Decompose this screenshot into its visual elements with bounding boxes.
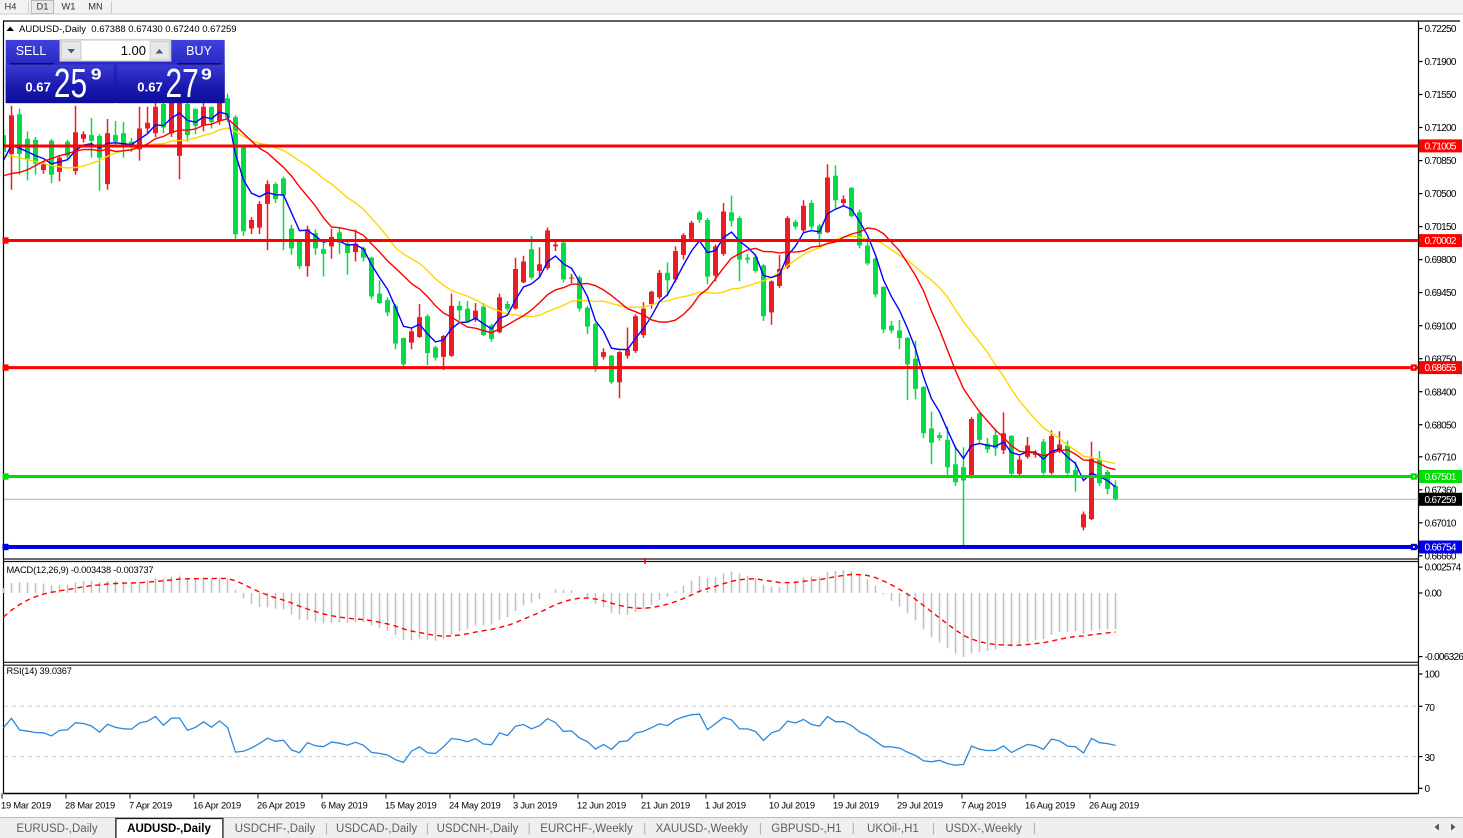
svg-text:RSI(14) 39.0367: RSI(14) 39.0367 (7, 666, 72, 676)
svg-text:W1: W1 (62, 2, 76, 12)
svg-text:26 Aug 2019: 26 Aug 2019 (1089, 801, 1139, 811)
svg-text:|: | (325, 823, 328, 835)
svg-text:0.68400: 0.68400 (1425, 387, 1457, 398)
svg-text:MACD(12,26,9) -0.003438 -0.003: MACD(12,26,9) -0.003438 -0.003737 (7, 565, 154, 575)
svg-text:0.67: 0.67 (137, 80, 163, 94)
svg-text:0.68750: 0.68750 (1425, 354, 1457, 365)
svg-text:MN: MN (88, 2, 102, 12)
svg-text:|: | (932, 823, 935, 835)
svg-text:0.71550: 0.71550 (1425, 90, 1457, 101)
svg-text:SELL: SELL (16, 44, 47, 58)
svg-text:0.71900: 0.71900 (1425, 57, 1457, 68)
svg-text:AUDUSD-,Daily: AUDUSD-,Daily (127, 823, 211, 835)
svg-text:|: | (759, 823, 762, 835)
svg-text:0.71005: 0.71005 (1425, 142, 1457, 153)
svg-text:30: 30 (1425, 753, 1436, 764)
svg-text:0.67360: 0.67360 (1425, 485, 1457, 496)
svg-text:9: 9 (201, 66, 212, 83)
svg-text:D1: D1 (37, 2, 49, 12)
svg-text:USDX-,Weekly: USDX-,Weekly (945, 823, 1022, 835)
svg-text:15 May 2019: 15 May 2019 (385, 801, 437, 811)
svg-text:GBPUSD-,H1: GBPUSD-,H1 (771, 823, 841, 835)
svg-text:10 Jul 2019: 10 Jul 2019 (769, 801, 815, 811)
svg-text:29 Jul 2019: 29 Jul 2019 (897, 801, 943, 811)
svg-text:0.67010: 0.67010 (1425, 518, 1457, 529)
svg-text:EURCHF-,Weekly: EURCHF-,Weekly (540, 823, 633, 835)
svg-text:26 Apr 2019: 26 Apr 2019 (257, 801, 305, 811)
svg-text:70: 70 (1425, 703, 1436, 714)
svg-text:28 Mar 2019: 28 Mar 2019 (65, 801, 115, 811)
svg-text:XAUUSD-,Weekly: XAUUSD-,Weekly (656, 823, 749, 835)
svg-text:25: 25 (54, 60, 87, 106)
svg-text:21 Jun 2019: 21 Jun 2019 (641, 801, 690, 811)
svg-text:0.66754: 0.66754 (1425, 543, 1457, 554)
svg-text:|: | (1033, 823, 1036, 835)
svg-text:16 Aug 2019: 16 Aug 2019 (1025, 801, 1075, 811)
svg-text:0.67259: 0.67259 (1425, 495, 1457, 506)
svg-text:AUDUSD-,Daily 0.67388 0.67430: AUDUSD-,Daily 0.67388 0.67430 0.67240 0.… (19, 24, 237, 35)
svg-text:0.70500: 0.70500 (1425, 189, 1457, 200)
svg-text:|: | (852, 823, 855, 835)
svg-text:19 Mar 2019: 19 Mar 2019 (1, 801, 51, 811)
svg-text:12 Jun 2019: 12 Jun 2019 (577, 801, 626, 811)
svg-text:|: | (528, 823, 531, 835)
svg-text:0.00: 0.00 (1425, 589, 1443, 600)
svg-text:7 Aug 2019: 7 Aug 2019 (961, 801, 1006, 811)
svg-text:0.67: 0.67 (25, 80, 51, 94)
svg-text:0.69450: 0.69450 (1425, 288, 1457, 299)
svg-text:0.70850: 0.70850 (1425, 156, 1457, 167)
svg-text:0: 0 (1425, 784, 1431, 795)
svg-text:0.70002: 0.70002 (1425, 236, 1457, 247)
svg-text:-0.006326: -0.006326 (1425, 652, 1463, 663)
svg-text:6 May 2019: 6 May 2019 (321, 801, 368, 811)
svg-text:H4: H4 (5, 2, 17, 12)
svg-text:0.69800: 0.69800 (1425, 255, 1457, 266)
svg-text:9: 9 (91, 66, 102, 83)
svg-text:0.66660: 0.66660 (1425, 551, 1457, 562)
svg-text:EURUSD-,Daily: EURUSD-,Daily (16, 823, 97, 835)
svg-text:24 May 2019: 24 May 2019 (449, 801, 501, 811)
svg-text:19 Jul 2019: 19 Jul 2019 (833, 801, 879, 811)
svg-text:|: | (426, 823, 429, 835)
svg-text:USDCNH-,Daily: USDCNH-,Daily (437, 823, 519, 835)
svg-text:|: | (643, 823, 646, 835)
svg-text:1 Jul 2019: 1 Jul 2019 (705, 801, 746, 811)
svg-text:USDCHF-,Daily: USDCHF-,Daily (235, 823, 316, 835)
svg-text:100: 100 (1425, 670, 1441, 681)
svg-text:27: 27 (166, 60, 199, 106)
svg-text:0.68050: 0.68050 (1425, 420, 1457, 431)
svg-text:0.69100: 0.69100 (1425, 321, 1457, 332)
svg-text:7 Apr 2019: 7 Apr 2019 (129, 801, 172, 811)
svg-text:16 Apr 2019: 16 Apr 2019 (193, 801, 241, 811)
svg-text:UKOil-,H1: UKOil-,H1 (867, 823, 919, 835)
svg-text:3 Jun 2019: 3 Jun 2019 (513, 801, 557, 811)
svg-text:0.67710: 0.67710 (1425, 452, 1457, 463)
svg-text:0.68655: 0.68655 (1425, 363, 1457, 374)
svg-text:0.72250: 0.72250 (1425, 24, 1457, 35)
svg-text:USDCAD-,Daily: USDCAD-,Daily (336, 823, 417, 835)
svg-text:1.00: 1.00 (121, 43, 146, 58)
svg-text:0.70150: 0.70150 (1425, 222, 1457, 233)
svg-text:0.002574: 0.002574 (1425, 563, 1462, 574)
svg-text:BUY: BUY (186, 44, 212, 58)
svg-text:0.67501: 0.67501 (1425, 472, 1457, 483)
svg-text:0.71200: 0.71200 (1425, 123, 1457, 134)
